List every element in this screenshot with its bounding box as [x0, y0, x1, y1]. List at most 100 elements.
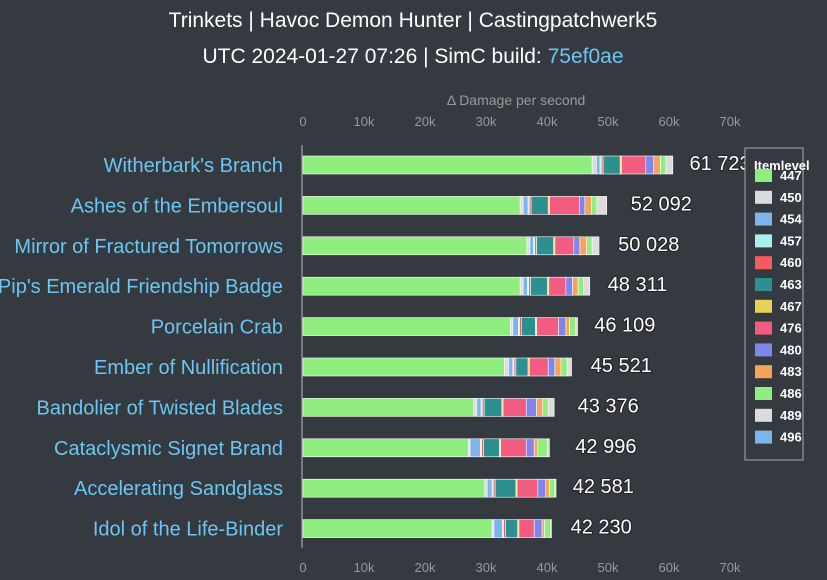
legend-item[interactable]: 457 — [755, 233, 802, 248]
bar-stack[interactable] — [302, 155, 674, 175]
bar-segment[interactable] — [645, 155, 655, 175]
bar-segment[interactable] — [536, 317, 559, 336]
legend-item[interactable]: 463 — [755, 277, 802, 292]
bar-segment[interactable] — [665, 155, 674, 175]
bar-segment[interactable] — [476, 398, 482, 417]
legend-item[interactable]: 489 — [755, 408, 802, 423]
category-label[interactable]: Ashes of the Embersoul — [71, 195, 283, 217]
category-label[interactable]: Pip's Emerald Friendship Badge — [0, 276, 283, 298]
bar-segment[interactable] — [549, 196, 580, 215]
legend-item[interactable]: 454 — [755, 212, 802, 227]
bar-segment[interactable] — [533, 519, 543, 538]
bar-stack[interactable] — [302, 398, 555, 417]
bar-segment[interactable] — [512, 317, 519, 336]
bar-segment[interactable] — [530, 196, 549, 215]
bar-segment[interactable] — [653, 155, 661, 175]
bar-segment[interactable] — [529, 357, 549, 377]
bar-stack[interactable] — [302, 438, 550, 458]
bar-segment[interactable] — [518, 519, 535, 538]
legend-item[interactable]: 480 — [755, 342, 802, 357]
category-label[interactable]: Mirror of Fractured Tomorrows — [14, 236, 283, 258]
bar-segment[interactable] — [510, 317, 514, 336]
bar-segment[interactable] — [547, 398, 555, 417]
bar-segment[interactable] — [529, 236, 534, 256]
bar-segment[interactable] — [469, 438, 481, 458]
bar-stack[interactable] — [302, 357, 572, 377]
bar-segment[interactable] — [547, 357, 556, 377]
bar-segment[interactable] — [537, 438, 548, 458]
bar-segment[interactable] — [542, 398, 549, 417]
bar-segment[interactable] — [536, 236, 555, 256]
bar-segment[interactable] — [525, 438, 535, 458]
bar-segment[interactable] — [302, 155, 593, 175]
bar-segment[interactable] — [521, 317, 536, 336]
bar-segment[interactable] — [302, 519, 493, 538]
bar-segment[interactable] — [302, 276, 521, 296]
category-label[interactable]: Idol of the Life-Binder — [93, 519, 283, 541]
bar-segment[interactable] — [530, 276, 548, 296]
legend-item[interactable]: 496 — [755, 430, 802, 445]
legend-item[interactable]: 486 — [755, 386, 802, 401]
legend-item[interactable]: 476 — [755, 321, 802, 336]
bar-segment[interactable] — [544, 519, 551, 538]
legend-item[interactable]: 447 — [755, 168, 802, 183]
bar-segment[interactable] — [545, 478, 550, 498]
bar-segment[interactable] — [591, 155, 597, 175]
bar-segment[interactable] — [554, 357, 562, 377]
bar-segment[interactable] — [483, 398, 503, 417]
bar-stack[interactable] — [302, 236, 600, 256]
bar-segment[interactable] — [516, 478, 539, 498]
bar-segment[interactable] — [519, 276, 524, 296]
bar-segment[interactable] — [554, 236, 575, 256]
legend-item[interactable]: 450 — [755, 190, 802, 205]
bar-stack[interactable] — [302, 478, 557, 498]
bar-segment[interactable] — [505, 519, 519, 538]
bar-segment[interactable] — [493, 519, 503, 538]
legend-item[interactable]: 483 — [755, 364, 802, 379]
bar-stack[interactable] — [302, 276, 591, 296]
category-label[interactable]: Accelerating Sandglass — [74, 478, 283, 500]
bar-segment[interactable] — [533, 438, 539, 458]
bar-segment[interactable] — [537, 478, 547, 498]
bar-stack[interactable] — [302, 317, 578, 336]
category-label[interactable]: Witherbark's Branch — [104, 155, 283, 177]
bar-segment[interactable] — [494, 478, 517, 498]
bar-segment[interactable] — [596, 155, 601, 175]
bar-segment[interactable] — [302, 196, 521, 215]
bar-segment[interactable] — [473, 398, 478, 417]
bar-segment[interactable] — [554, 478, 557, 498]
bar-segment[interactable] — [522, 276, 528, 296]
bar-segment[interactable] — [302, 438, 469, 458]
bar-segment[interactable] — [577, 276, 584, 296]
bar-segment[interactable] — [584, 196, 592, 215]
bar-segment[interactable] — [660, 155, 667, 175]
bar-segment[interactable] — [508, 357, 514, 377]
bar-segment[interactable] — [302, 357, 505, 377]
bar-segment[interactable] — [503, 357, 509, 377]
bar-segment[interactable] — [579, 196, 586, 215]
category-label[interactable]: Bandolier of Twisted Blades — [37, 397, 283, 419]
bar-segment[interactable] — [500, 438, 527, 458]
bar-segment[interactable] — [547, 438, 550, 458]
category-label[interactable]: Ember of Nullification — [94, 357, 283, 379]
bar-segment[interactable] — [515, 357, 529, 377]
bar-segment[interactable] — [483, 438, 500, 458]
bar-segment[interactable] — [591, 196, 598, 215]
legend-item[interactable]: 467 — [755, 299, 802, 314]
bar-segment[interactable] — [522, 196, 529, 215]
bar-segment[interactable] — [549, 478, 556, 498]
bar-segment[interactable] — [602, 155, 621, 175]
bar-segment[interactable] — [572, 276, 579, 296]
bar-segment[interactable] — [484, 478, 488, 498]
bar-segment[interactable] — [548, 276, 567, 296]
bar-segment[interactable] — [536, 398, 544, 417]
bar-segment[interactable] — [550, 519, 552, 538]
bar-segment[interactable] — [565, 276, 573, 296]
bar-segment[interactable] — [519, 196, 524, 215]
bar-stack[interactable] — [302, 196, 608, 215]
bar-segment[interactable] — [573, 236, 581, 256]
bar-segment[interactable] — [558, 317, 567, 336]
bar-segment[interactable] — [575, 317, 578, 336]
bar-segment[interactable] — [579, 236, 587, 256]
bar-stack[interactable] — [302, 519, 552, 538]
